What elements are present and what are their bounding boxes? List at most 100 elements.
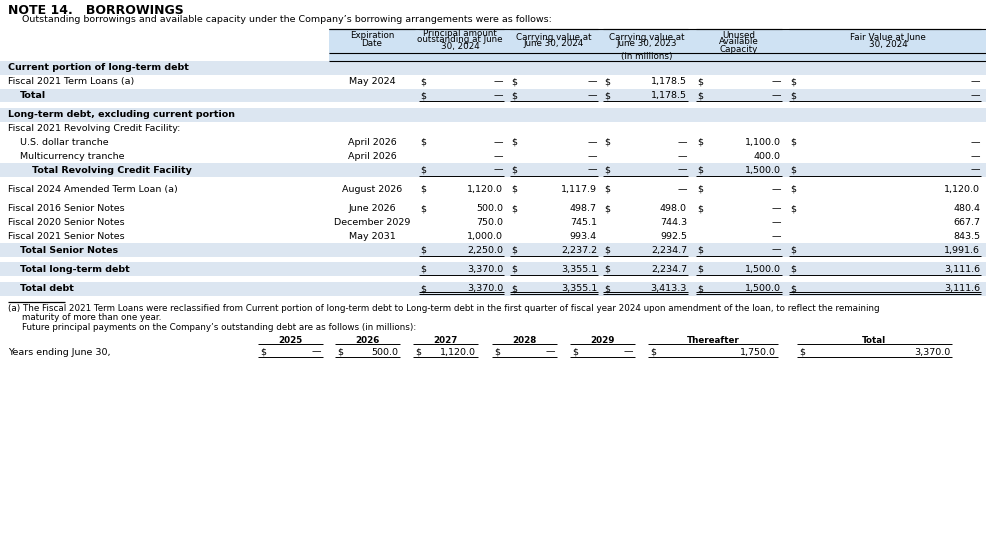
- Text: $: $: [790, 204, 796, 213]
- Text: —: —: [588, 91, 597, 100]
- Text: maturity of more than one year.: maturity of more than one year.: [22, 312, 162, 322]
- Text: $: $: [697, 77, 703, 86]
- Text: —: —: [312, 348, 321, 356]
- Text: 3,370.0: 3,370.0: [914, 348, 950, 356]
- Text: $: $: [697, 91, 703, 100]
- Text: Expiration: Expiration: [350, 31, 394, 41]
- Text: —: —: [970, 138, 980, 147]
- Text: 3,355.1: 3,355.1: [561, 284, 597, 293]
- Text: 1,117.9: 1,117.9: [561, 185, 597, 194]
- Bar: [0, 88, 986, 103]
- Text: —: —: [771, 77, 781, 86]
- Text: 3,111.6: 3,111.6: [944, 265, 980, 274]
- Text: $: $: [420, 185, 426, 194]
- Text: $: $: [604, 185, 610, 194]
- Bar: [0, 61, 986, 75]
- Text: 2,237.2: 2,237.2: [561, 245, 597, 255]
- Text: $: $: [511, 204, 517, 213]
- Text: April 2026: April 2026: [348, 138, 396, 147]
- Text: Fiscal 2021 Term Loans (a): Fiscal 2021 Term Loans (a): [8, 77, 134, 86]
- Text: $: $: [420, 77, 426, 86]
- Text: 400.0: 400.0: [754, 152, 781, 161]
- Text: 1,000.0: 1,000.0: [467, 232, 503, 240]
- Text: Total long-term debt: Total long-term debt: [20, 265, 130, 274]
- Text: 2027: 2027: [433, 335, 458, 345]
- Text: August 2026: August 2026: [342, 185, 402, 194]
- Text: 667.7: 667.7: [953, 218, 980, 227]
- Text: $: $: [604, 204, 610, 213]
- Text: 30, 2024: 30, 2024: [869, 40, 907, 48]
- Text: $: $: [494, 348, 500, 356]
- Text: Capacity: Capacity: [720, 44, 758, 53]
- Text: —: —: [623, 348, 633, 356]
- Bar: [0, 243, 986, 257]
- Text: Total Senior Notes: Total Senior Notes: [20, 245, 118, 255]
- Text: $: $: [697, 165, 703, 175]
- Text: 1,500.0: 1,500.0: [745, 265, 781, 274]
- Text: Carrying value at: Carrying value at: [517, 32, 592, 42]
- Text: 3,111.6: 3,111.6: [944, 284, 980, 293]
- Text: $: $: [790, 165, 796, 175]
- Text: Available: Available: [719, 37, 759, 47]
- Text: 498.7: 498.7: [570, 204, 597, 213]
- Text: $: $: [697, 204, 703, 213]
- Text: 2028: 2028: [513, 335, 536, 345]
- Text: 2,234.7: 2,234.7: [651, 245, 687, 255]
- Text: Fiscal 2020 Senior Notes: Fiscal 2020 Senior Notes: [8, 218, 124, 227]
- Text: 1,178.5: 1,178.5: [651, 77, 687, 86]
- Text: Unused: Unused: [723, 31, 755, 40]
- Text: $: $: [511, 91, 517, 100]
- Text: $: $: [420, 204, 426, 213]
- Text: $: $: [572, 348, 578, 356]
- Text: Outstanding borrowings and available capacity under the Company’s borrowing arra: Outstanding borrowings and available cap…: [22, 14, 552, 24]
- Text: $: $: [420, 165, 426, 175]
- Bar: [0, 149, 986, 163]
- Text: $: $: [511, 138, 517, 147]
- Text: $: $: [511, 265, 517, 274]
- Text: —: —: [970, 77, 980, 86]
- Text: $: $: [697, 284, 703, 293]
- Text: —: —: [588, 152, 597, 161]
- Text: $: $: [415, 348, 421, 356]
- Text: outstanding at June: outstanding at June: [417, 36, 503, 44]
- Text: —: —: [970, 152, 980, 161]
- Bar: [0, 75, 986, 88]
- Text: Fiscal 2021 Revolving Credit Facility:: Fiscal 2021 Revolving Credit Facility:: [8, 124, 180, 133]
- Text: 2026: 2026: [355, 335, 380, 345]
- Text: December 2029: December 2029: [334, 218, 410, 227]
- Text: —: —: [494, 91, 503, 100]
- Text: —: —: [677, 165, 687, 175]
- Text: $: $: [604, 138, 610, 147]
- Text: $: $: [420, 245, 426, 255]
- Text: 744.3: 744.3: [660, 218, 687, 227]
- Text: —: —: [494, 165, 503, 175]
- Text: $: $: [511, 77, 517, 86]
- Text: 745.1: 745.1: [570, 218, 597, 227]
- Text: 1,991.6: 1,991.6: [944, 245, 980, 255]
- Text: 1,100.0: 1,100.0: [745, 138, 781, 147]
- Text: Thereafter: Thereafter: [686, 335, 740, 345]
- Text: May 2031: May 2031: [349, 232, 395, 240]
- Text: $: $: [697, 185, 703, 194]
- Text: $: $: [337, 348, 343, 356]
- Text: $: $: [420, 138, 426, 147]
- Text: NOTE 14.   BORROWINGS: NOTE 14. BORROWINGS: [8, 3, 183, 16]
- Text: —: —: [771, 218, 781, 227]
- Text: —: —: [970, 165, 980, 175]
- Text: $: $: [604, 91, 610, 100]
- Text: 993.4: 993.4: [570, 232, 597, 240]
- Text: $: $: [604, 284, 610, 293]
- Text: —: —: [545, 348, 555, 356]
- Text: $: $: [650, 348, 656, 356]
- Text: $: $: [697, 245, 703, 255]
- Text: $: $: [697, 138, 703, 147]
- Text: Multicurrency tranche: Multicurrency tranche: [20, 152, 124, 161]
- Text: 992.5: 992.5: [660, 232, 687, 240]
- Text: $: $: [604, 245, 610, 255]
- Text: Total: Total: [863, 335, 886, 345]
- Text: Total: Total: [20, 91, 46, 100]
- Text: $: $: [511, 245, 517, 255]
- Text: $: $: [511, 284, 517, 293]
- Text: June 2026: June 2026: [348, 204, 395, 213]
- Text: Fiscal 2016 Senior Notes: Fiscal 2016 Senior Notes: [8, 204, 124, 213]
